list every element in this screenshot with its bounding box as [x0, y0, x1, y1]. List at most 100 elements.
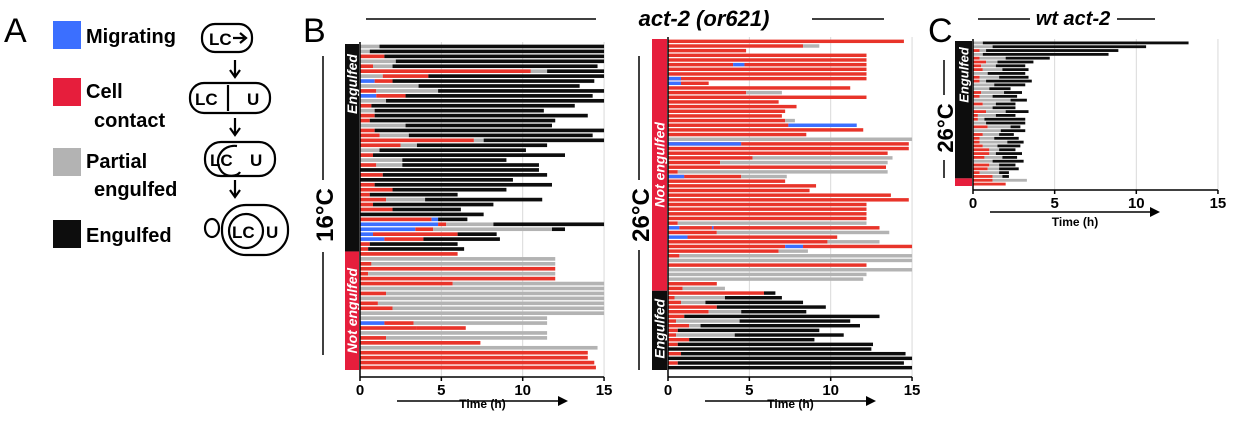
group-band: [955, 178, 972, 186]
bar-segment-partial: [682, 286, 725, 291]
bar-row: [360, 242, 458, 246]
bar-segment-engulfed: [681, 351, 906, 356]
x-axis-label: Time (h): [1052, 215, 1098, 229]
down-arrow-icon-1: [229, 60, 241, 79]
bar-segment-partial: [984, 155, 1003, 159]
chart-26c: Not engulfed Engulfed 0 5 10 15 Time (h): [652, 37, 920, 411]
bar-segment-engulfed: [992, 106, 1016, 110]
bar-row: [668, 296, 782, 300]
bar-row: [360, 148, 526, 153]
bar-segment-contact: [360, 281, 453, 286]
bar-row: [360, 192, 458, 197]
bar-segment-engulfed: [418, 84, 580, 88]
panel-c-label: C: [928, 12, 953, 50]
cartoon-u-2: U: [247, 90, 259, 109]
bar-segment-contact: [360, 355, 588, 360]
bar-row: [668, 282, 717, 286]
bar-segment-partial: [360, 286, 605, 291]
bar-segment-contact: [668, 282, 717, 286]
bar-segment-partial: [530, 69, 548, 73]
bar-segment-contact: [668, 333, 677, 337]
x-tick-label: 0: [356, 382, 364, 399]
bar-segment-contact: [668, 165, 887, 169]
bar-row: [668, 212, 867, 216]
bar-segment-contact: [668, 207, 867, 211]
bar-row: [360, 79, 595, 83]
bar-row: [973, 91, 1022, 94]
group-label: Engulfed: [344, 54, 360, 114]
bar-row: [360, 59, 605, 64]
bar-segment-partial: [360, 331, 548, 335]
bar-row: [360, 232, 497, 236]
chart-wt-26c: Engulfed 0 5 10 15 Time (h): [955, 39, 1226, 229]
bar-segment-contact: [668, 151, 888, 155]
cartoon-arrow-icon: [233, 32, 248, 44]
bar-segment-contact: [668, 286, 683, 291]
bar-segment-engulfed: [992, 159, 1024, 163]
bar-segment-contact: [973, 155, 985, 159]
bar-segment-contact: [416, 326, 466, 330]
bar-segment-contact: [668, 263, 867, 267]
bar-row: [668, 337, 815, 342]
bar-segment-contact: [360, 217, 432, 222]
bar-row: [360, 173, 548, 177]
bar-segment-engulfed: [994, 83, 1026, 87]
bar-segment-contact: [360, 360, 595, 365]
bar-row: [973, 60, 1034, 64]
cartoon-engulfed-inner: [227, 212, 265, 250]
bar-segment-contact: [668, 90, 747, 95]
bar-row: [668, 114, 782, 118]
x-axis-label: Time (h): [767, 397, 813, 411]
bar-segment-partial: [982, 102, 996, 106]
bar-segment-engulfed: [999, 171, 1009, 175]
bar-segment-contact: [360, 138, 474, 143]
bar-segment-contact: [973, 148, 990, 152]
bar-row: [973, 117, 1026, 121]
bar-segment-contact: [668, 319, 677, 323]
bar-segment-partial: [981, 91, 1005, 94]
time-arrow-head-icon: [866, 396, 876, 406]
bar-row: [973, 148, 1016, 152]
chart-16c: Engulfed Not engulfed 0 5 10 15 Time (h): [344, 42, 612, 411]
bar-row: [668, 333, 844, 337]
bar-segment-contact: [668, 202, 867, 207]
bar-row: [973, 56, 1050, 60]
bar-row: [360, 266, 556, 271]
bar-segment-contact: [668, 240, 828, 244]
cartoon-u-3: U: [250, 151, 262, 170]
cartoon-lc-2: LC: [195, 90, 218, 109]
bar-row: [973, 155, 1018, 159]
bar-row: [668, 323, 860, 328]
bar-segment-contact: [668, 72, 867, 76]
bar-segment-contact: [973, 167, 988, 171]
bar-segment-contact: [360, 202, 374, 207]
bar-segment-engulfed: [384, 54, 605, 59]
bar-segment-contact: [668, 361, 678, 365]
engulfment-diagram: LC LC U LC U LC U: [188, 22, 290, 257]
bar-row: [360, 261, 556, 266]
bar-segment-partial: [989, 148, 1000, 152]
bar-row: [668, 365, 913, 370]
bar-segment-engulfed: [379, 44, 605, 49]
cartoon-u-4: U: [266, 223, 278, 242]
bar-row: [360, 331, 548, 335]
bar-segment-engulfed: [547, 69, 605, 73]
bar-segment-partial: [674, 296, 725, 300]
bar-segment-engulfed: [374, 128, 605, 133]
bar-segment-contact: [668, 249, 779, 253]
bar-segment-engulfed: [1005, 110, 1029, 114]
bar-row: [973, 152, 1022, 155]
bar-segment-engulfed: [392, 64, 598, 69]
bar-segment-partial: [360, 257, 556, 261]
bar-row: [360, 118, 556, 123]
bar-row: [360, 257, 556, 261]
bar-row: [668, 226, 880, 230]
bar-segment-engulfed: [551, 227, 566, 232]
group-label: Not engulfed: [652, 122, 668, 208]
bar-row: [668, 118, 795, 123]
bar-row: [668, 305, 826, 309]
bar-segment-contact: [668, 323, 690, 328]
bar-segment-contact: [744, 62, 867, 67]
bar-segment-contact: [360, 336, 387, 340]
bar-segment-engulfed: [402, 163, 539, 167]
